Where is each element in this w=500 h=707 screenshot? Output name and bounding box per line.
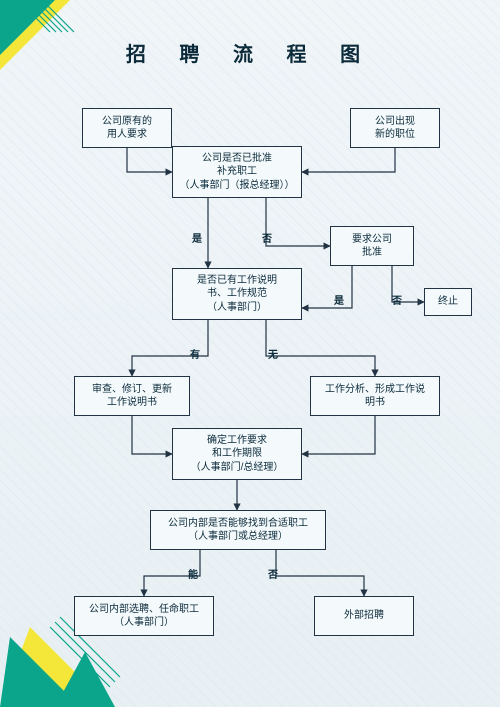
edge-label-n_reqappr-n_hasjd: 是 bbox=[334, 292, 344, 307]
edge-n_analysis-n_confirm bbox=[302, 416, 375, 454]
flow-node-n_inpick: 公司内部选聘、任命职工 （人事部门） bbox=[74, 596, 214, 636]
edge-n_approve-n_reqappr bbox=[266, 198, 330, 246]
flow-node-n_newpos: 公司出现 新的职位 bbox=[350, 108, 440, 148]
edge-label-n_hasjd-n_analysis: 无 bbox=[268, 346, 278, 361]
flow-node-n_origreq: 公司原有的 用人要求 bbox=[82, 108, 172, 148]
flow-node-n_stop: 终止 bbox=[424, 288, 472, 316]
flow-node-n_reqappr: 要求公司 批准 bbox=[330, 226, 414, 266]
flow-node-n_analysis: 工作分析、形成工作说 明书 bbox=[310, 376, 440, 416]
edge-label-n_internal-n_inpick: 能 bbox=[188, 566, 198, 581]
edge-label-n_internal-n_external: 否 bbox=[268, 566, 278, 581]
flow-node-n_hasjd: 是否已有工作说明 书、工作规范 （人事部门） bbox=[172, 268, 302, 320]
edge-n_review-n_confirm bbox=[132, 416, 172, 454]
flow-node-n_internal: 公司内部是否能够找到合适职工 （人事部门或总经理） bbox=[150, 510, 326, 550]
flow-node-n_external: 外部招聘 bbox=[314, 596, 414, 636]
edge-label-n_reqappr-n_stop: 否 bbox=[392, 292, 402, 307]
flow-node-n_confirm: 确定工作要求 和工作期限 （人事部门/总经理） bbox=[172, 428, 302, 480]
flow-node-n_review: 审查、修订、更新 工作说明书 bbox=[74, 376, 190, 416]
edge-n_hasjd-n_analysis bbox=[266, 320, 375, 376]
edge-label-n_hasjd-n_review: 有 bbox=[190, 346, 200, 361]
edge-label-n_approve-n_hasjd: 是 bbox=[192, 230, 202, 245]
flow-node-n_approve: 公司是否已批准 补充职工 （人事部门（报总经理）） bbox=[172, 146, 302, 198]
edge-n_newpos-n_approve bbox=[302, 148, 395, 172]
edge-label-n_approve-n_reqappr: 否 bbox=[262, 230, 272, 245]
edge-n_origreq-n_approve bbox=[127, 148, 172, 172]
edge-n_reqappr-n_hasjd bbox=[302, 266, 352, 308]
flowchart-canvas: 公司原有的 用人要求 公司出现 新的职位公司是否已批准 补充职工 （人事部门（报总… bbox=[0, 0, 500, 707]
edge-n_internal-n_external bbox=[276, 550, 364, 596]
